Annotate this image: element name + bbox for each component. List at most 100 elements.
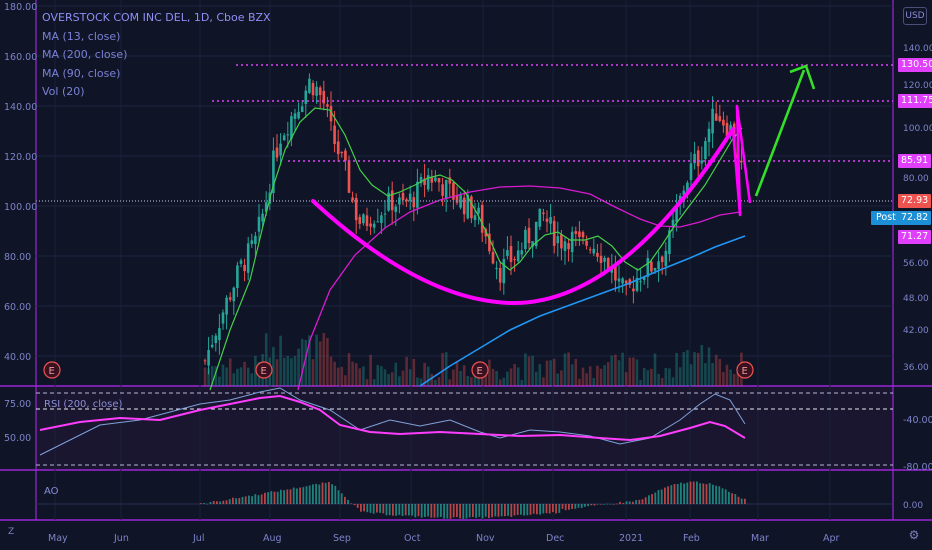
candle-body xyxy=(714,113,718,121)
currency-badge[interactable]: USD xyxy=(903,7,927,25)
volume-bar xyxy=(711,363,714,386)
candle-body xyxy=(333,125,336,144)
volume-bar xyxy=(362,366,365,386)
ao-bar xyxy=(334,485,337,504)
ao-bar xyxy=(228,499,231,504)
ao-bar xyxy=(520,504,522,515)
ao-bar xyxy=(404,504,407,516)
ao-bar xyxy=(734,493,737,504)
ao-bar xyxy=(635,500,637,504)
volume-bar xyxy=(534,371,538,386)
rsi-main-line xyxy=(39,394,746,442)
rsi-pane-bg xyxy=(36,387,893,470)
ao-bar xyxy=(200,503,202,504)
volume-bar xyxy=(704,363,707,386)
candle-body xyxy=(696,150,700,167)
candle-body xyxy=(390,190,394,211)
volume-bar xyxy=(585,373,588,386)
candle-body xyxy=(488,233,491,252)
ao-bar xyxy=(724,489,727,504)
arrow-head xyxy=(789,64,816,90)
ao-pane-label[interactable]: AO xyxy=(44,486,59,497)
gear-icon[interactable]: ⚙ xyxy=(908,528,920,542)
volume-bar xyxy=(635,359,639,386)
candle-body xyxy=(282,135,286,141)
candle-body xyxy=(297,111,300,119)
volume-bar xyxy=(275,359,279,386)
volume-bar xyxy=(614,354,617,386)
post-market-label: Post xyxy=(871,211,901,225)
x-axis-tick: Dec xyxy=(546,533,564,544)
right-axis-tick: 48.00 xyxy=(903,294,929,304)
volume-bar xyxy=(722,372,725,386)
ao-bar xyxy=(612,504,615,505)
volume-bar xyxy=(264,333,268,386)
ao-bar xyxy=(500,504,503,517)
candle-body xyxy=(653,267,657,271)
moving-averages xyxy=(209,107,746,391)
volume-bar xyxy=(650,368,653,386)
x-axis-tick: Feb xyxy=(683,533,700,544)
ao-bar xyxy=(622,502,625,504)
x-axis-tick: Apr xyxy=(823,533,840,544)
ao-bar xyxy=(692,481,695,504)
volume-bar xyxy=(675,352,678,386)
ao-bar xyxy=(292,487,295,504)
ao-bar xyxy=(568,504,570,510)
ao-bar xyxy=(225,500,228,504)
candle-body xyxy=(484,229,488,237)
legend-ma90[interactable]: MA (90, close) xyxy=(42,66,121,80)
ao-bar xyxy=(523,504,525,516)
candle-body xyxy=(250,240,254,244)
ao-bar xyxy=(209,502,212,504)
candle-body xyxy=(290,116,293,139)
volume-bar xyxy=(509,368,513,386)
candle-body xyxy=(376,221,380,223)
legend-volume[interactable]: Vol (20) xyxy=(42,85,85,98)
ao-bar xyxy=(283,490,285,504)
legend-ma13[interactable]: MA (13, close) xyxy=(42,29,121,43)
candle-body xyxy=(466,194,470,219)
volume-bar xyxy=(621,352,624,386)
ao-bar xyxy=(545,504,548,514)
right-axis-tick: 36.00 xyxy=(903,363,929,373)
candle-body xyxy=(675,207,678,222)
volume-bar xyxy=(567,352,570,386)
ao-bar xyxy=(664,487,666,504)
volume-bar xyxy=(732,374,736,386)
candle-body xyxy=(210,344,214,348)
candle-body xyxy=(257,216,261,232)
earnings-marker xyxy=(736,361,754,379)
volume-bar xyxy=(430,373,434,386)
ao-bar xyxy=(699,483,701,504)
legend-ma200[interactable]: MA (200, close) xyxy=(42,48,128,61)
x-axis-tick: Jun xyxy=(113,533,129,544)
volume-bar xyxy=(736,366,740,386)
volume-bar xyxy=(272,346,275,386)
ao-bar xyxy=(603,504,605,505)
ao-bar xyxy=(264,492,266,504)
volume-bar xyxy=(671,377,675,386)
volume-bar xyxy=(581,367,585,386)
timezone-button[interactable]: Z xyxy=(8,527,15,537)
candle-body xyxy=(704,141,707,160)
volume-bar xyxy=(380,366,383,386)
rsi-pane-label[interactable]: RSI (200, close) xyxy=(44,399,123,410)
candle-body xyxy=(718,116,722,121)
volume-bar xyxy=(696,352,700,386)
right-axis-tick: 56.00 xyxy=(903,259,929,269)
candle-body xyxy=(509,246,513,262)
candle-body xyxy=(254,235,257,245)
ao-bar xyxy=(321,482,324,504)
ma200-line xyxy=(419,235,746,387)
chart-title[interactable]: OVERSTOCK COM INC DEL, 1D, Cboe BZX xyxy=(42,11,271,24)
ao-bar xyxy=(420,504,423,518)
ao-bar xyxy=(446,504,449,519)
candle-body xyxy=(603,257,606,262)
volume-bar xyxy=(686,350,689,386)
handle-zigzag xyxy=(731,104,752,217)
ma90-line xyxy=(297,185,741,391)
